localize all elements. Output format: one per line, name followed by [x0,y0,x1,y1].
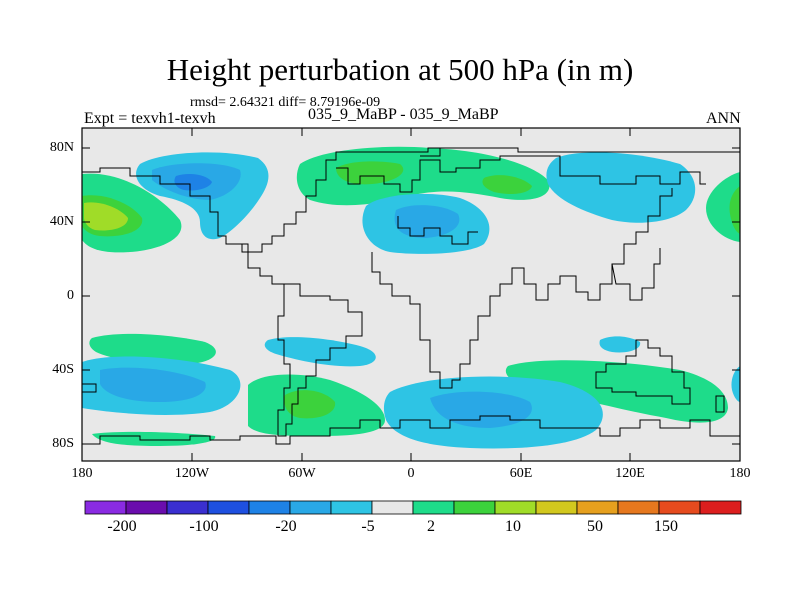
lon-label: 120E [615,466,645,481]
contour-region [336,161,404,185]
lat-label: 40S [52,362,74,377]
contour-region [296,146,550,206]
colorbar-swatch [576,500,619,515]
colorbar-label: -200 [107,518,137,535]
lon-label: 120W [174,466,210,481]
lat-label: 80N [49,140,74,155]
contour-region [284,390,336,419]
coastline-australia [595,339,691,405]
colorbar-swatch [330,500,373,515]
contour-region [599,336,641,353]
colorbar-label: -20 [275,518,297,535]
colorbar [84,500,742,515]
contour-region [546,152,696,223]
contour-region [84,202,128,231]
lat-label: 80S [52,436,74,451]
colorbar-label: 50 [587,518,603,535]
contour-region [174,174,212,191]
lon-label: 60W [288,466,316,481]
coastlines [82,147,740,445]
colorbar-swatch [699,500,742,515]
contour-region [430,391,532,428]
stats-label: rmsd= 2.64321 diff= 8.79196e-09 [190,95,381,110]
negative-anomaly-fills [82,152,740,449]
contour-region [505,360,728,423]
coastline-greenland [420,148,441,157]
colorbar-swatch [166,500,209,515]
colorbar-swatch [84,500,127,515]
lon-label: 180 [729,466,751,481]
contour-region [731,366,740,402]
coastline-eurasia [336,155,540,193]
colorbar-swatch [289,500,332,515]
contour-region [92,431,216,446]
lat-label: 0 [67,288,74,303]
coastline-central-america [236,243,284,285]
lat-label: 40N [49,214,74,229]
colorbar-label: -5 [361,518,375,535]
coastline-south-america [277,283,363,437]
contour-region [264,337,376,367]
colorbar-label: -100 [189,518,219,535]
coastline-mediterranean [397,216,478,245]
colorbar-swatch [658,500,701,515]
lon-label: 60E [509,466,533,481]
colorbar-swatch [412,500,455,515]
positive-anomaly-fills [82,146,740,446]
colorbar-swatch [494,500,537,515]
colorbar-swatch [248,500,291,515]
colorbar-swatch [617,500,660,515]
coastline-sub-antarctic [82,383,97,393]
coastline-asia-east [611,248,661,301]
coastline-africa [371,188,673,389]
coastline-antarctica [82,415,740,445]
contour-region [482,175,532,194]
case-label: 035_9_MaBP - 035_9_MaBP [308,106,499,123]
colorbar-swatch [207,500,250,515]
axis-ticks [81,128,741,461]
contour-region [100,367,206,402]
coastline-north [82,147,740,253]
lon-label: 180 [71,466,93,481]
colorbar-swatch [535,500,578,515]
colorbar-swatch [125,500,168,515]
contour-region [706,172,740,242]
coastline-antarctic-shelf [139,436,190,441]
colorbar-swatch [453,500,496,515]
coastline-eurasia-south [540,155,706,185]
coastline-newzealand [715,395,725,413]
season-label: ANN [706,110,741,127]
colorbar-label: 150 [654,518,678,535]
colorbar-swatch [371,500,414,515]
plot-title: Height perturbation at 500 hPa (in m) [166,52,634,87]
lon-label: 0 [407,466,415,481]
colorbar-label: 10 [505,518,521,535]
experiment-label: Expt = texvh1-texvh [84,110,216,127]
contour-region [394,205,460,238]
colorbar-label: 2 [427,518,435,535]
